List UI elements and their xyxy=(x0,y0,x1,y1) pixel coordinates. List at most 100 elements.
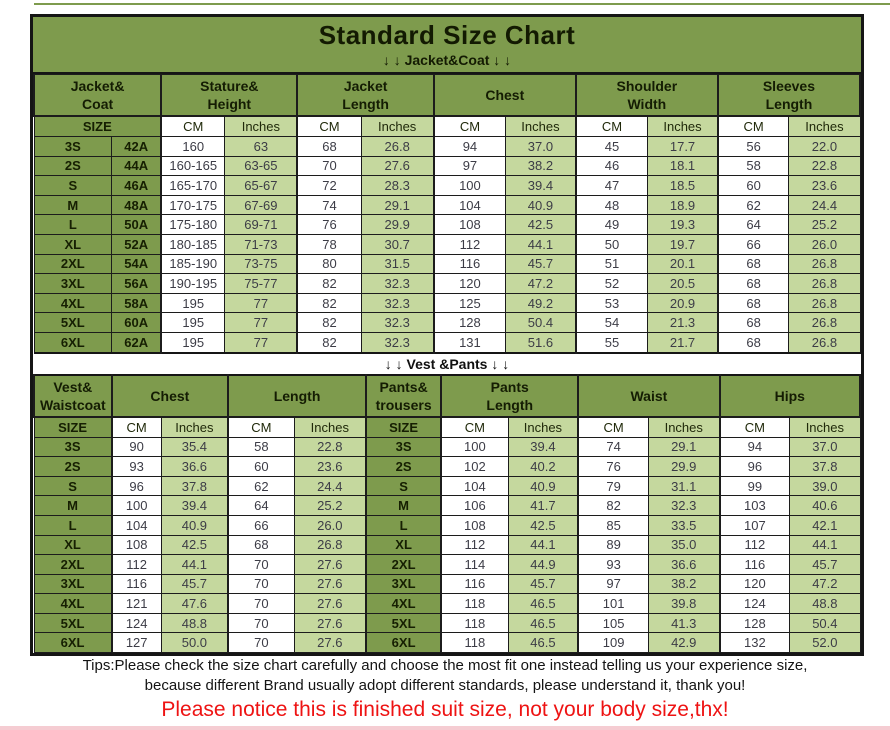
table-cell: 56A xyxy=(111,273,162,294)
table-cell: 128 xyxy=(718,612,791,634)
inches-label: Inches xyxy=(293,416,367,438)
table-cell: 80 xyxy=(296,253,362,275)
cm-label: CM xyxy=(110,416,162,438)
table-cell: 42A xyxy=(111,136,162,157)
table-row: 3XL 56A 190-195 75-77 82 32.3 120 47.2 52 20.5 68 2… xyxy=(33,273,861,294)
table-cell: 55 xyxy=(574,331,649,354)
table-cell: 70 xyxy=(227,612,295,634)
table-cell: 26.8 xyxy=(788,253,861,275)
table-cell: 39.0 xyxy=(789,475,861,497)
table-cell: 100 xyxy=(432,175,507,196)
table-cell: 116 xyxy=(440,573,509,595)
column-header-pants-length: Pants Length xyxy=(440,374,580,418)
table-cell: 118 xyxy=(440,612,509,634)
table-cell: 46.5 xyxy=(507,612,579,634)
table-cell: 71-73 xyxy=(224,233,298,255)
table-cell: 30.7 xyxy=(360,233,435,255)
table-cell: 25.2 xyxy=(293,495,367,516)
table-cell: 2XL xyxy=(33,554,113,575)
table-cell: 180-185 xyxy=(160,233,226,255)
table-cell: 18.9 xyxy=(647,194,719,216)
table-row: 2XL 54A 185-190 73-75 80 31.5 116 45.7 51 20.1 68 2… xyxy=(33,253,861,275)
column-header-jacket-length: Jacket Length xyxy=(296,74,435,117)
table-cell: 60 xyxy=(716,175,790,196)
table-cell: 108 xyxy=(432,214,507,235)
table-row: 5XL 60A 195 77 82 32.3 128 50.4 54 21.3 68 26.8 xyxy=(33,312,861,333)
table-cell: 23.6 xyxy=(293,456,367,477)
table-cell: 120 xyxy=(432,273,507,294)
table-cell: 82 xyxy=(577,495,649,516)
table-cell: 48 xyxy=(574,194,649,216)
table-cell: 74 xyxy=(296,194,362,216)
table-cell: 27.6 xyxy=(293,573,367,595)
table-cell: 29.1 xyxy=(647,436,721,458)
table-cell: 75-77 xyxy=(224,273,298,294)
table-cell: 29.9 xyxy=(360,214,435,235)
column-header-vest-chest: Chest xyxy=(110,374,230,418)
table-cell: 66 xyxy=(716,233,790,255)
vest-unit-header-row: SIZE CM Inches CM Inches SIZE CM Inches … xyxy=(33,416,861,438)
table-cell: 109 xyxy=(577,632,649,654)
table-cell: 38.2 xyxy=(505,155,577,177)
table-cell: 121 xyxy=(110,593,162,614)
table-cell: 82 xyxy=(296,331,362,354)
table-cell: 46A xyxy=(111,175,162,196)
table-cell: 101 xyxy=(577,593,649,614)
table-cell: 31.5 xyxy=(360,253,435,275)
table-cell: 118 xyxy=(440,632,509,654)
table-cell: 46.5 xyxy=(507,632,579,654)
table-row: 3XL 116 45.7 70 27.6 3XL 116 45.7 97 38.2 120 47.2 xyxy=(33,573,861,595)
table-cell: 62 xyxy=(227,475,295,497)
table-cell: 45.7 xyxy=(789,554,861,575)
table-cell: 104 xyxy=(432,194,507,216)
table-row: 2S 93 36.6 60 23.6 2S 102 40.2 76 29.9 96 37.8 xyxy=(33,456,861,477)
table-cell: 2S xyxy=(365,456,442,477)
bottom-edge-strip xyxy=(0,726,890,730)
table-cell: 36.6 xyxy=(647,554,721,575)
table-cell: 18.5 xyxy=(647,175,719,196)
table-cell: 64 xyxy=(227,495,295,516)
cm-label: CM xyxy=(160,115,226,137)
inches-label: Inches xyxy=(647,115,719,137)
table-cell: 26.8 xyxy=(788,312,861,333)
table-cell: 70 xyxy=(227,593,295,614)
size-label: SIZE xyxy=(33,416,113,438)
table-cell: 58 xyxy=(227,436,295,458)
table-cell: 3S xyxy=(365,436,442,458)
table-cell: 37.0 xyxy=(505,136,577,157)
table-cell: 3XL xyxy=(33,273,113,294)
table-cell: 4XL xyxy=(365,593,442,614)
table-cell: 32.3 xyxy=(360,331,435,354)
column-header-chest: Chest xyxy=(432,74,577,117)
table-cell: 94 xyxy=(718,436,791,458)
table-cell: 97 xyxy=(577,573,649,595)
table-cell: 24.4 xyxy=(788,194,861,216)
table-cell: 46.5 xyxy=(507,593,579,614)
table-row: L 104 40.9 66 26.0 L 108 42.5 85 33.5 107 42.1 xyxy=(33,514,861,536)
vest-group-header-row: Vest& Waistcoat Chest Length Pants& trou… xyxy=(33,374,861,418)
table-cell: 99 xyxy=(718,475,791,497)
table-cell: 128 xyxy=(432,312,507,333)
table-cell: 160 xyxy=(160,136,226,157)
table-cell: 62A xyxy=(111,331,162,354)
tips-text: Tips:Please check the size chart careful… xyxy=(0,656,890,696)
table-cell: 2S xyxy=(33,155,113,177)
table-cell: 6XL xyxy=(365,632,442,654)
table-cell: 42.9 xyxy=(647,632,721,654)
table-row: 4XL 121 47.6 70 27.6 4XL 118 46.5 101 39.8 124 48.8 xyxy=(33,593,861,614)
table-cell: 107 xyxy=(718,514,791,536)
table-cell: 3S xyxy=(33,136,113,157)
table-cell: 44.1 xyxy=(505,233,577,255)
table-cell: 32.3 xyxy=(360,292,435,314)
table-cell: L xyxy=(33,214,113,235)
table-row: 6XL 127 50.0 70 27.6 6XL 118 46.5 109 42.9 132 52.0 xyxy=(33,632,861,654)
table-cell: M xyxy=(33,194,113,216)
table-cell: S xyxy=(33,475,113,497)
table-row: 3S 42A 160 63 68 26.8 94 37.0 45 17.7 56 22.0 xyxy=(33,136,861,157)
table-cell: 100 xyxy=(110,495,162,516)
table-cell: 37.0 xyxy=(789,436,861,458)
table-cell: 23.6 xyxy=(788,175,861,196)
cm-label: CM xyxy=(296,115,362,137)
table-cell: 39.4 xyxy=(507,436,579,458)
table-cell: 195 xyxy=(160,331,226,354)
